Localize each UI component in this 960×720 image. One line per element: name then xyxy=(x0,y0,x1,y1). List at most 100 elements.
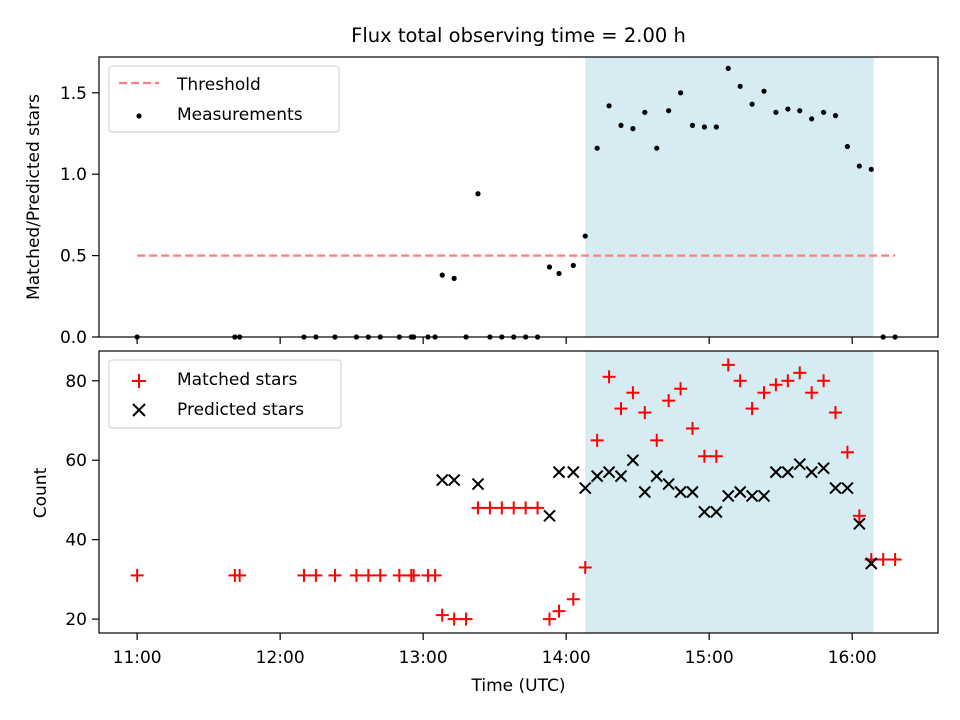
matched-point xyxy=(130,568,144,582)
predicted-point xyxy=(733,485,747,499)
matched-point xyxy=(349,568,363,582)
bottom-y-axis: 20 40 60 80 xyxy=(65,372,99,630)
matched-point xyxy=(428,568,442,582)
top-x-ticks xyxy=(136,337,853,344)
bottom-x-tick-label: 14:00 xyxy=(542,648,591,668)
predicted-point xyxy=(602,465,616,479)
matched-point xyxy=(435,608,449,622)
measurement-point xyxy=(689,122,696,128)
legend-measurements-swatch xyxy=(136,113,142,119)
measurement-point xyxy=(677,90,684,96)
matched-point xyxy=(769,378,783,392)
matched-point xyxy=(876,553,890,567)
measurement-point xyxy=(785,106,791,112)
matched-point xyxy=(650,433,664,447)
matched-point xyxy=(519,501,533,515)
bottom-y-tick-label: 60 xyxy=(65,451,87,471)
predicted-point xyxy=(638,485,652,499)
predicted-point xyxy=(686,485,699,499)
measurement-point xyxy=(546,264,553,270)
measurement-point xyxy=(556,270,562,277)
matched-point xyxy=(483,501,497,515)
top-legend: Threshold Measurements xyxy=(108,65,340,133)
predicted-point xyxy=(552,465,566,479)
matched-point xyxy=(392,568,406,582)
measurement-point xyxy=(749,101,755,107)
measurement-point xyxy=(439,272,445,278)
bottom-y-tick-label: 20 xyxy=(65,610,87,630)
bottom-x-tick-label: 16:00 xyxy=(828,648,877,668)
bottom-legend-box xyxy=(108,359,342,429)
top-y-tick-label: 1.5 xyxy=(60,84,87,104)
matched-point xyxy=(805,386,819,400)
matched-point xyxy=(566,592,580,606)
measurement-point xyxy=(856,163,862,169)
matched-point xyxy=(745,402,759,416)
measurement-point xyxy=(654,145,660,151)
predicted-point xyxy=(757,489,771,503)
legend-predicted-label: Predicted stars xyxy=(177,400,304,420)
bottom-x-axis: 11:00 12:00 13:00 14:00 15:00 16:00 xyxy=(113,633,877,668)
matched-point xyxy=(447,612,461,626)
bottom-y-tick-label: 80 xyxy=(65,372,87,392)
matched-point xyxy=(721,358,735,372)
bottom-y-tick-label: 40 xyxy=(65,531,87,551)
matched-point xyxy=(626,386,640,400)
predicted-point xyxy=(698,505,711,519)
matched-point xyxy=(471,501,485,515)
legend-matched-swatch xyxy=(132,374,146,388)
measurement-point xyxy=(618,122,624,128)
measurement-point xyxy=(475,191,481,197)
predicted-point xyxy=(710,505,723,519)
matched-point xyxy=(507,501,521,515)
predicted-point xyxy=(853,517,866,530)
predicted-point xyxy=(769,465,783,479)
matched-point xyxy=(590,433,604,447)
predicted-point xyxy=(865,557,878,570)
matched-point xyxy=(888,553,902,567)
measurement-point xyxy=(868,166,874,172)
legend-measurements-label: Measurements xyxy=(177,105,303,125)
measurement-point xyxy=(594,145,600,151)
predicted-point xyxy=(841,481,854,495)
measurement-point xyxy=(666,108,672,114)
top-y-tick-label: 1.0 xyxy=(60,165,87,185)
matched-point xyxy=(733,374,747,388)
measurement-point xyxy=(761,88,767,94)
matched-point xyxy=(662,394,676,408)
measurement-point xyxy=(713,124,719,130)
predicted-point xyxy=(722,489,735,503)
predicted-point xyxy=(436,473,449,487)
matched-point xyxy=(373,568,387,582)
matched-point xyxy=(542,612,556,626)
matched-point xyxy=(685,421,699,435)
predicted-point xyxy=(579,481,592,495)
top-y-axis-label: Matched/Predicted stars xyxy=(24,94,44,300)
matched-point xyxy=(361,568,375,582)
measurement-point xyxy=(582,233,588,239)
predicted-point xyxy=(805,465,818,479)
bottom-y-axis-label: Count xyxy=(31,467,51,518)
predicted-point xyxy=(626,454,640,467)
legend-threshold-label: Threshold xyxy=(176,75,261,95)
measurement-point xyxy=(642,109,648,115)
top-legend-box xyxy=(108,65,340,133)
predicted-point xyxy=(781,465,795,479)
bottom-x-tick-label: 13:00 xyxy=(399,648,448,668)
predicted-point xyxy=(650,469,663,483)
bottom-plot-frame xyxy=(98,350,939,634)
measurement-point xyxy=(809,116,815,122)
matched-point xyxy=(578,560,592,574)
predicted-point xyxy=(745,489,759,503)
measurement-point xyxy=(570,262,576,268)
matched-point xyxy=(817,374,831,388)
predicted-point xyxy=(543,509,556,523)
predicted-point xyxy=(674,485,687,499)
bottom-marks xyxy=(130,358,902,626)
matched-point xyxy=(614,402,628,416)
predicted-point xyxy=(662,477,675,491)
top-panel: 0.0 0.5 1.0 1.5 Matched/Predicted stars Thr… xyxy=(24,56,939,348)
predicted-point xyxy=(471,477,485,491)
